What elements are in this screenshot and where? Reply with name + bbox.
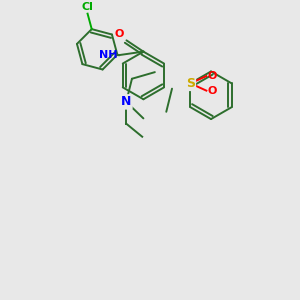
Text: O: O [208,85,217,96]
Text: O: O [114,29,124,39]
Text: O: O [208,71,217,81]
Text: S: S [186,77,195,90]
Text: NH: NH [99,50,118,60]
Text: N: N [121,95,131,108]
Text: Cl: Cl [82,2,94,12]
